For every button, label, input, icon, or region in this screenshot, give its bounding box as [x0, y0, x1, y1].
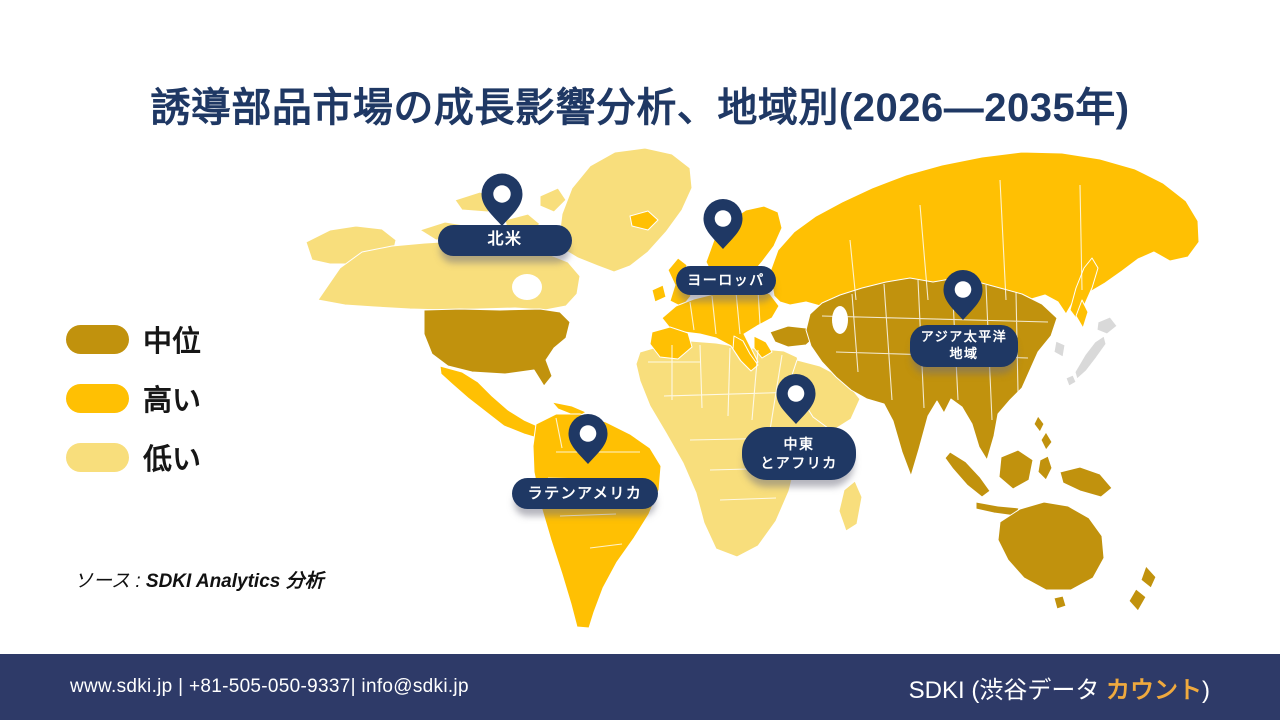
footer-brand: SDKI (渋谷データ カウント): [909, 670, 1210, 705]
source-prefix: ソース :: [74, 571, 141, 592]
region-greenland: [557, 147, 693, 273]
legend-item-medium: 中位: [66, 318, 201, 360]
region-philippines-1: [1033, 415, 1045, 433]
legend-swatch-medium: [66, 324, 129, 354]
map-label-latin-america: ラテンアメリカ: [512, 478, 658, 509]
source-text: SDKI Analytics 分析: [145, 571, 324, 592]
region-australia: [997, 501, 1105, 591]
region-south-america: [532, 413, 662, 629]
map-label-text-line1: アジア太平洋: [920, 329, 1008, 345]
region-borneo: [998, 449, 1034, 490]
map-pin-middle-east-africa: [776, 373, 816, 424]
legend: 中位 高い 低い: [66, 318, 201, 478]
region-iberia: [649, 326, 693, 360]
map-label-text-line1: 中東: [783, 436, 815, 453]
region-baffin-island: [539, 187, 567, 213]
region-new-guinea: [1059, 466, 1113, 498]
region-philippines-2: [1040, 431, 1053, 451]
map-label-europe: ヨーロッパ: [676, 266, 776, 295]
region-sakhalin: [1075, 299, 1089, 329]
map-label-text: ラテンアメリカ: [527, 484, 643, 502]
map-pin-europe: [703, 198, 743, 249]
region-madagascar: [838, 480, 863, 532]
legend-label: 低い: [143, 444, 202, 476]
pin-dot: [714, 210, 732, 227]
map-label-asia-pacific: アジア太平洋 地域: [910, 325, 1018, 367]
map-label-text: ヨーロッパ: [687, 272, 765, 289]
brand-suffix: ): [1202, 676, 1210, 704]
region-italy: [732, 335, 759, 372]
legend-label: 高い: [143, 385, 202, 417]
region-sumatra: [944, 451, 991, 498]
region-japan-hokkaido: [1096, 316, 1118, 335]
brand-highlight: カウント: [1106, 676, 1202, 704]
map-label-text-line2: 地域: [949, 346, 979, 361]
map-pin-latin-america: [568, 413, 608, 464]
region-new-zealand-south: [1128, 588, 1147, 612]
page-title: 誘導部品市場の成長影響分析、地域別(2026—2035年): [150, 85, 1130, 130]
pin-dot: [579, 425, 597, 442]
region-ireland: [651, 284, 667, 303]
region-balkans: [753, 335, 773, 359]
map-pin-north-america: [481, 173, 523, 226]
region-new-zealand-north: [1140, 565, 1157, 589]
legend-swatch-high: [66, 383, 129, 413]
region-usa: [423, 308, 571, 387]
legend-swatch-low: [66, 442, 129, 472]
caspian-sea: [832, 306, 848, 334]
footer-contact: www.sdki.jp | +81-505-050-9337| info@sdk…: [70, 676, 469, 697]
pin-dot: [954, 281, 972, 298]
map-pin-asia-pacific: [943, 269, 983, 320]
map-label-middle-east-africa: 中東 とアフリカ: [742, 427, 856, 480]
region-korea: [1053, 340, 1066, 358]
region-iceland: [629, 210, 659, 231]
map-label-text: 北米: [487, 231, 523, 249]
legend-item-high: 高い: [66, 377, 201, 419]
region-sulawesi: [1037, 455, 1053, 481]
pin-dot: [493, 185, 511, 203]
region-tasmania: [1053, 595, 1067, 610]
pin-dot: [787, 385, 805, 402]
brand-prefix: SDKI (渋谷データ: [908, 676, 1106, 704]
footer: www.sdki.jp | +81-505-050-9337| info@sdk…: [0, 654, 1280, 720]
map-label-north-america: 北米: [438, 225, 572, 256]
map-label-text-line2: とアフリカ: [760, 454, 838, 471]
region-japan-kyushu: [1065, 374, 1077, 387]
region-japan-honshu: [1074, 335, 1107, 380]
legend-label: 中位: [143, 326, 202, 358]
hudson-bay: [512, 274, 542, 300]
legend-item-low: 低い: [66, 436, 201, 478]
source-note: ソース : SDKI Analytics 分析: [74, 566, 324, 593]
